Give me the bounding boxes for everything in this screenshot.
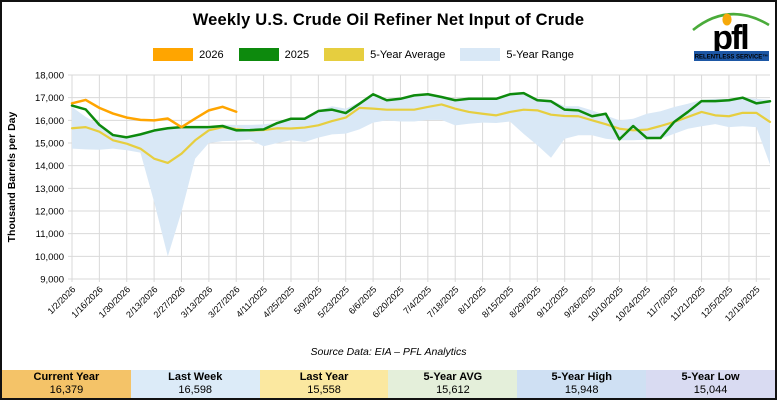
svg-text:15,000: 15,000 <box>35 139 64 150</box>
logo-tagline: RELENTLESS SERVICE™ <box>695 54 769 61</box>
stat-label: 5-Year Low <box>681 371 740 383</box>
legend-item-5yr-range: 5-Year Range <box>460 48 574 61</box>
legend-swatch-2026 <box>153 48 194 61</box>
legend-item-2026: 2026 <box>153 48 224 61</box>
logo-text: pfl <box>712 19 748 57</box>
svg-text:18,000: 18,000 <box>35 71 64 82</box>
logo-bar <box>694 51 769 61</box>
legend-label-2025: 2025 <box>284 48 310 61</box>
legend-item-2025: 2025 <box>238 48 310 61</box>
stat-value: 15,044 <box>693 384 728 396</box>
legend-label-2026: 2026 <box>199 48 224 61</box>
legend-label-5yr-range: 5-Year Range <box>506 48 574 61</box>
chart-title: Weekly U.S. Crude Oil Refiner Net Input … <box>192 11 585 29</box>
svg-text:17,000: 17,000 <box>35 93 64 104</box>
stat-5yr-high: 5-Year High 15,948 <box>517 370 647 398</box>
stat-label: 5-Year AVG <box>423 371 483 383</box>
pfl-logo: pfl RELENTLESS SERVICE™ <box>691 8 771 62</box>
legend-swatch-5yr-average <box>324 48 365 61</box>
svg-text:12,000: 12,000 <box>35 207 64 218</box>
svg-text:11,000: 11,000 <box>36 229 64 240</box>
legend-swatch-2025 <box>238 48 279 61</box>
stat-value: 15,948 <box>564 384 599 396</box>
legend-item-5yr-average: 5-Year Average <box>324 48 445 61</box>
y-axis-title: Thousand Barrels per Day <box>6 111 18 242</box>
legend-label-5yr-average: 5-Year Average <box>370 48 446 61</box>
stat-label: 5-Year High <box>551 371 612 383</box>
stat-label: Last Week <box>168 371 223 383</box>
svg-text:14,000: 14,000 <box>35 161 64 172</box>
stat-label: Last Year <box>299 371 349 383</box>
source-note: Source Data: EIA – PFL Analytics <box>310 346 467 358</box>
svg-text:9,000: 9,000 <box>40 275 64 286</box>
stat-value: 15,612 <box>436 384 470 396</box>
stat-value: 16,598 <box>178 384 213 396</box>
stat-5yr-avg: 5-Year AVG 15,612 <box>388 370 518 398</box>
legend-swatch-5yr-range <box>460 48 501 61</box>
svg-text:13,000: 13,000 <box>35 184 64 195</box>
svg-text:10,000: 10,000 <box>35 252 64 263</box>
svg-text:16,000: 16,000 <box>35 116 64 127</box>
plot-area: Thousand Barrels per Day 9,000 10,000 11,0… <box>6 71 772 323</box>
stats-bar: Current Year 16,379 Last Week 16,598 Las… <box>2 370 775 398</box>
plot-graphics: 9,000 10,000 11,000 12,000 13,000 14,000 15,00… <box>35 71 772 323</box>
stat-last-year: Last Year 15,558 <box>259 370 389 398</box>
stat-value: 16,379 <box>49 384 84 396</box>
stat-current-year: Current Year 16,379 <box>2 370 131 398</box>
logo-arc-icon <box>692 12 770 32</box>
stat-5yr-low: 5-Year Low 15,044 <box>646 370 775 398</box>
stat-label: Current Year <box>33 371 100 383</box>
chart-legend: 2026 2025 5-Year Average 5-Year Range <box>2 48 750 61</box>
stat-value: 15,558 <box>307 384 341 396</box>
logo-dot-icon <box>722 13 732 26</box>
stat-last-week: Last Week 16,598 <box>130 370 260 398</box>
